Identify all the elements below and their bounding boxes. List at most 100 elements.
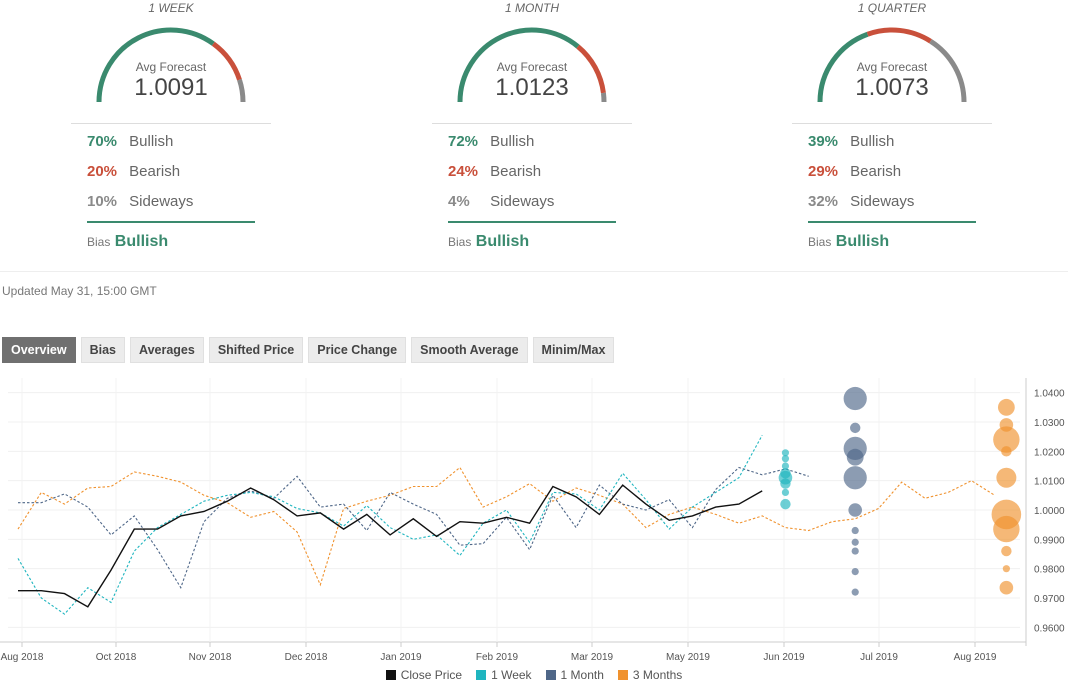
sideways-label: Sideways [850,193,915,210]
x-tick-label: May 2019 [666,652,710,663]
legend-swatch [385,670,396,680]
y-tick-label: 1.0200 [1034,447,1065,458]
y-tick-label: 0.9900 [1034,535,1065,546]
tab-shifted-price[interactable]: Shifted Price [208,337,304,363]
x-tick-label: Nov 2018 [189,652,232,663]
bearish-percent: 20% [87,163,118,180]
tab-overview[interactable]: Overview [2,337,76,363]
tab-averages[interactable]: Averages [130,337,204,363]
legend-item-3-months[interactable]: 3 Months [617,668,682,682]
avg-forecast-label: Avg Forecast [135,60,207,74]
bullish-row: 72% Bullish [448,133,534,150]
avg-forecast-label: Avg Forecast [496,60,568,74]
forecast-gauge [457,27,607,103]
sideways-percent: 32% [808,193,839,210]
gauge-bearish-arc [866,27,932,44]
bias-row: Bias Bullish [808,233,889,251]
sideways-label: Sideways [490,193,555,210]
forecast-bubble-1-week [781,462,790,470]
bias-divider [448,221,616,223]
forecast-bubble-1-month [843,466,867,490]
forecast-bubble-3-months [997,398,1015,416]
y-tick-label: 0.9800 [1034,565,1065,576]
forecast-bubble-1-month [851,588,859,596]
bullish-percent: 72% [448,133,479,150]
bearish-label: Bearish [490,163,542,180]
gauge-divider [71,123,271,124]
bias-label: Bias [87,235,111,249]
bias-label: Bias [448,235,472,249]
bullish-label: Bullish [129,133,174,150]
forecast-bubble-1-month [851,568,859,576]
sideways-percent: 4% [448,193,470,210]
forecast-bubble-1-week [780,498,791,510]
tab-bias[interactable]: Bias [80,337,125,363]
bias-row: Bias Bullish [87,233,168,251]
avg-forecast-value: 1.0073 [855,74,929,101]
bearish-row: 20% Bearish [87,163,180,180]
chart-tabs: Overview Bias Averages Shifted Price Price C… [2,337,619,363]
bullish-percent: 70% [87,133,118,150]
bullish-row: 39% Bullish [808,133,894,150]
forecast-bubble-1-month [851,538,859,546]
gauge-sideways-arc [600,92,607,103]
gauge-divider [432,123,632,124]
forecast-period: 1 WEEK [148,1,194,15]
bullish-label: Bullish [850,133,895,150]
legend-swatch [617,670,628,680]
legend-label: 1 Month [560,668,604,682]
forecast-bubble-1-week [781,488,790,496]
tab-smooth-average[interactable]: Smooth Average [411,337,528,363]
bearish-label: Bearish [129,163,181,180]
sideways-row: 32% Sideways [808,193,914,210]
avg-forecast-label: Avg Forecast [856,60,928,74]
forecast-bubble-1-week [781,455,790,463]
legend-item-1-month[interactable]: 1 Month [545,668,604,682]
x-tick-label: Aug 2019 [954,652,997,663]
y-tick-label: 0.9600 [1034,623,1065,634]
series-line-close-price [18,484,763,608]
legend-swatch [545,670,556,680]
bullish-percent: 39% [808,133,839,150]
bearish-percent: 29% [808,163,839,180]
y-tick-label: 1.0000 [1034,506,1065,517]
forecast-bubble-1-month [850,422,861,434]
forecast-chart: 1.0400 1.0300 1.0200 1.0100 1.0000 0.9900 0.98… [0,378,1065,663]
forecast-period: 1 QUARTER [857,1,927,15]
avg-forecast-value: 1.0091 [134,74,208,101]
y-tick-label: 0.9700 [1034,594,1065,605]
sideways-label: Sideways [129,193,194,210]
legend-item-1-week[interactable]: 1 Week [476,668,532,682]
forecast-bubble-3-months [999,580,1014,595]
bias-value: Bullish [475,233,530,250]
x-tick-label: Dec 2018 [285,652,328,663]
bias-divider [808,221,976,223]
bias-divider [87,221,255,223]
forecast-bubble-1-week [781,449,790,457]
forecast-bubble-3-months [1001,545,1012,557]
gauge-bearish-arc [576,44,606,94]
forecast-bubble-3-months [993,515,1020,543]
section-divider [0,271,1068,272]
forecast-bubble-3-months [1002,565,1010,573]
series-line-1-month [18,466,809,589]
bullish-row: 70% Bullish [87,133,173,150]
forecast-gauge [817,27,967,103]
forecast-period: 1 MONTH [505,1,559,15]
legend-label: 1 Week [491,668,532,682]
tab-minim-max[interactable]: Minim/Max [532,337,615,363]
forecast-bubble-3-months [993,426,1020,453]
gauge-bullish-arc [817,31,869,103]
forecast-bubble-1-month [851,547,859,555]
y-tick-label: 1.0400 [1034,389,1065,400]
bullish-label: Bullish [490,133,535,150]
bearish-label: Bearish [850,163,902,180]
sideways-row: 4% Sideways [448,193,554,210]
forecast-gauge [96,27,246,103]
forecast-bubble-3-months [996,467,1017,488]
tab-price-change[interactable]: Price Change [308,337,407,363]
series-line-1-week [17,434,763,615]
bearish-percent: 24% [448,163,479,180]
legend-item-close-price[interactable]: Close Price [385,668,462,682]
forecast-bubble-1-week [780,478,791,489]
